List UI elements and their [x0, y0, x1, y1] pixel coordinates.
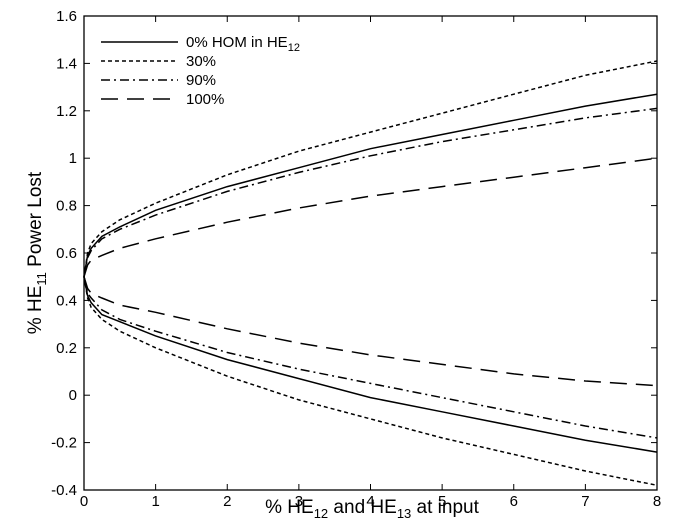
y-tick-label: 0.6 — [56, 245, 77, 262]
x-tick-label: 2 — [223, 493, 231, 510]
y-tick-label: 0 — [69, 387, 77, 404]
legend-label-1: 0% HOM in HE12 — [186, 34, 300, 54]
y-tick-label: 0.8 — [56, 198, 77, 215]
series-2-lower-line — [83, 276, 658, 487]
x-tick-label: 5 — [438, 493, 446, 510]
x-tick-label: 1 — [151, 493, 159, 510]
axis-ticks: 0 1 2 3 4 5 6 7 8 -0.4 -0.2 0 0.2 0.4 0.6 0.8 1 1.2 1.4 1.6 — [51, 8, 661, 510]
x-tick-label: 3 — [295, 493, 303, 510]
y-tick-label: 1 — [69, 150, 77, 167]
x-tick-label: 7 — [581, 493, 589, 510]
series-1-upper-line — [83, 93, 658, 277]
y-tick-label: 0.4 — [56, 292, 77, 309]
legend-label-3: 90% — [186, 72, 216, 89]
series-3-lower-line — [83, 276, 658, 439]
series-4-lower-line — [83, 276, 658, 387]
x-tick-label: 8 — [653, 493, 661, 510]
y-tick-label: -0.2 — [51, 435, 77, 452]
series-4-upper-line — [83, 157, 658, 277]
series-layer — [83, 60, 658, 487]
y-axis-label: % HE11 Power Lost — [25, 171, 49, 334]
y-tick-label: 1.6 — [56, 8, 77, 25]
y-tick-label: 0.2 — [56, 340, 77, 357]
x-axis-label: % HE12 and HE13 at input — [265, 497, 479, 521]
x-tick-label: 4 — [366, 493, 374, 510]
series-1-lower-line — [83, 276, 658, 453]
series-3-upper-line — [83, 107, 658, 277]
plot-area-frame — [83, 15, 658, 491]
y-tick-label: -0.4 — [51, 482, 77, 499]
x-tick-label: 0 — [80, 493, 88, 510]
y-tick-label: 1.2 — [56, 103, 77, 120]
y-tick-label: 1.4 — [56, 55, 77, 72]
x-tick-label: 6 — [510, 493, 518, 510]
series-2-upper-line — [83, 60, 658, 277]
legend-label-4: 100% — [186, 91, 224, 108]
legend-label-2: 30% — [186, 53, 216, 70]
